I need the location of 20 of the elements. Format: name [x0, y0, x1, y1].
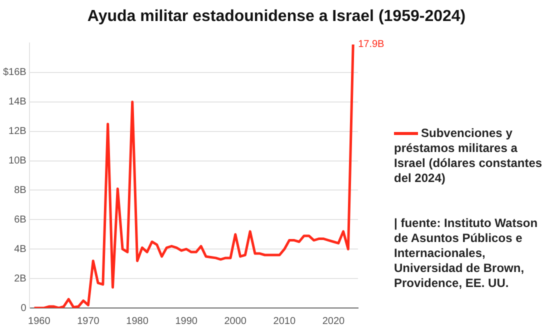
chart-title: Ayuda militar estadounidense a Israel (1959-2024) — [86, 7, 467, 27]
x-tick-label: 1960 — [28, 316, 51, 327]
y-tick-label: 6B — [14, 214, 27, 226]
x-tick-label: 1990 — [175, 316, 198, 327]
y-tick-label: 2B — [14, 273, 27, 284]
y-tick-label: 10B — [8, 156, 27, 167]
x-tick-label: 1970 — [77, 316, 100, 327]
x-tick-label: 2020 — [322, 316, 346, 327]
annotation: 17.9B — [358, 39, 385, 50]
legend-label: Subvenciones y préstamos militares a Israel (dólares constantes del 2024) — [394, 126, 544, 186]
y-tick-label: 14B — [8, 96, 27, 108]
y-tick-label: 4B — [14, 244, 27, 255]
x-tick-label: 2010 — [273, 316, 296, 327]
x-tick-label: 1980 — [126, 316, 149, 327]
y-tick-label: $16B — [2, 67, 27, 78]
y-tick-label: 8B — [14, 184, 27, 196]
y-tick-label: 12B — [8, 126, 27, 138]
text: | fuente: Instituto Watson de Asuntos Públicos e Internacionales, Universidad de Brown, Providence, EE. UU. — [394, 216, 539, 291]
x-tick-label: 2000 — [224, 316, 247, 327]
y-tick-label: 0 — [20, 302, 27, 314]
